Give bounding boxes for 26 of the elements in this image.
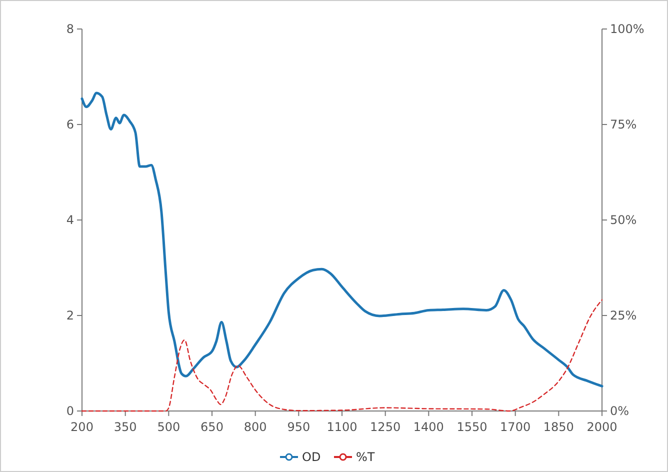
y-tick-label: 8	[66, 22, 74, 36]
y-tick-label: 0	[66, 404, 74, 418]
x-tick-label: 1700	[500, 420, 531, 434]
x-tick-label: 1550	[456, 420, 488, 434]
x-tick-label: 950	[287, 420, 310, 434]
y2-tick-label: 75%	[610, 118, 637, 132]
y2-tick-label: 0%	[610, 404, 630, 418]
x-tick-label: 800	[244, 420, 267, 434]
legend-label: %T	[356, 450, 376, 464]
line-series	[80, 92, 604, 388]
x-tick-label: 1100	[326, 420, 358, 434]
x-tick-label: 500	[157, 420, 180, 434]
y-tick-label: 6	[66, 118, 74, 132]
x-tick-label: 1850	[543, 420, 574, 434]
y2-tick-label: 50%	[610, 213, 637, 227]
y2-tick-label: 25%	[610, 308, 637, 322]
y-tick-label: 2	[66, 308, 74, 322]
x-tick-label: 2000	[586, 420, 618, 434]
legend-label: OD	[302, 450, 321, 464]
x-tick-label: 650	[200, 420, 224, 434]
y-tick-label: 4	[66, 213, 74, 227]
y2-tick-label: 100%	[610, 22, 644, 36]
x-tick-label: 350	[114, 420, 137, 434]
x-tick-label: 1400	[413, 420, 444, 434]
x-tick-label: 200	[70, 420, 94, 434]
x-tick-label: 1250	[370, 420, 401, 434]
